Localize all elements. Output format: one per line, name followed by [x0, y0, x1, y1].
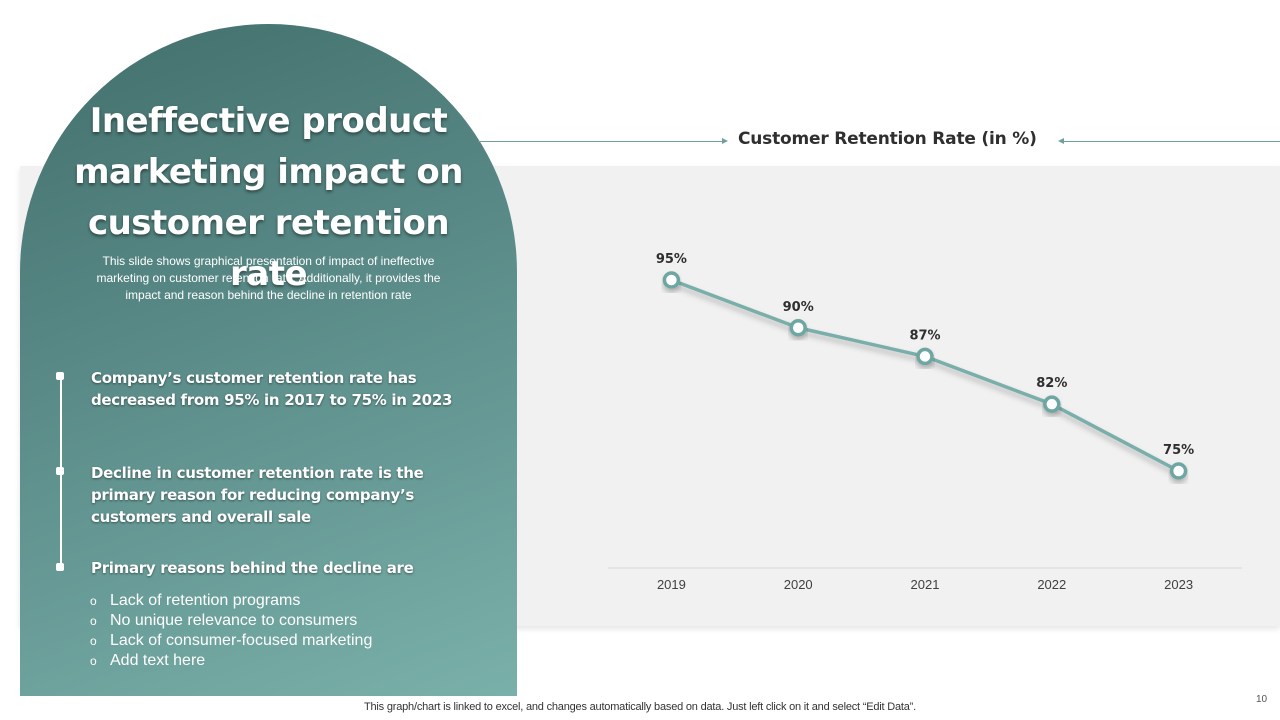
- footer-note: This graph/chart is linked to excel, and…: [364, 701, 916, 713]
- data-point-marker: [916, 347, 934, 366]
- data-label: 75%: [1163, 443, 1194, 458]
- key-point-retention-decrease: Company’s customer retention rate has de…: [91, 369, 453, 409]
- chart-title: Customer Retention Rate (in %): [738, 129, 1037, 149]
- slide-number: 10: [1256, 694, 1268, 705]
- data-point-marker: [1169, 462, 1188, 480]
- timeline-bullet: [56, 467, 64, 475]
- title-arrow-line-right: [1063, 141, 1280, 142]
- x-tick-label: 2021: [911, 577, 940, 592]
- x-tick-label: 2020: [784, 577, 813, 592]
- key-point-decline-reasons: Primary reasons behind the decline are: [91, 559, 414, 577]
- data-label: 95%: [656, 252, 687, 267]
- slide-description: This slide shows graphical presentation …: [96, 254, 441, 302]
- circle-bullet-icon: o: [90, 654, 97, 668]
- reasons-list: o Lack of retention programs o No unique r…: [90, 591, 372, 671]
- title-panel: Ineffective product marketing impact on …: [20, 24, 517, 696]
- x-tick-label: 2023: [1164, 577, 1193, 592]
- circle-bullet-icon: o: [90, 594, 97, 608]
- data-label: 87%: [909, 328, 940, 343]
- data-label: 82%: [1036, 376, 1067, 391]
- timeline-bullet: [56, 563, 64, 571]
- data-label: 90%: [783, 300, 814, 315]
- timeline-bullet: [56, 372, 64, 380]
- circle-bullet-icon: o: [90, 614, 97, 628]
- arrow-right-icon: [722, 138, 728, 144]
- key-point-primary-reason: Decline in customer retention rate is th…: [91, 464, 424, 526]
- x-tick-label: 2019: [657, 577, 686, 592]
- slide-title: Ineffective product marketing impact on …: [74, 101, 463, 294]
- data-point-marker: [662, 271, 681, 289]
- data-point-marker: [789, 319, 807, 337]
- circle-bullet-icon: o: [90, 634, 97, 648]
- x-tick-label: 2022: [1037, 577, 1066, 592]
- series-line: [670, 278, 1180, 473]
- list-item: o Lack of retention programs: [90, 592, 301, 609]
- list-item: o Add text here: [90, 652, 206, 669]
- arrow-left-icon: [1058, 138, 1064, 144]
- data-point-marker: [1043, 395, 1061, 413]
- list-item: o No unique relevance to consumers: [90, 612, 358, 629]
- title-arrow-line-left: [478, 141, 723, 142]
- list-item: o Lack of consumer-focused marketing: [90, 632, 373, 649]
